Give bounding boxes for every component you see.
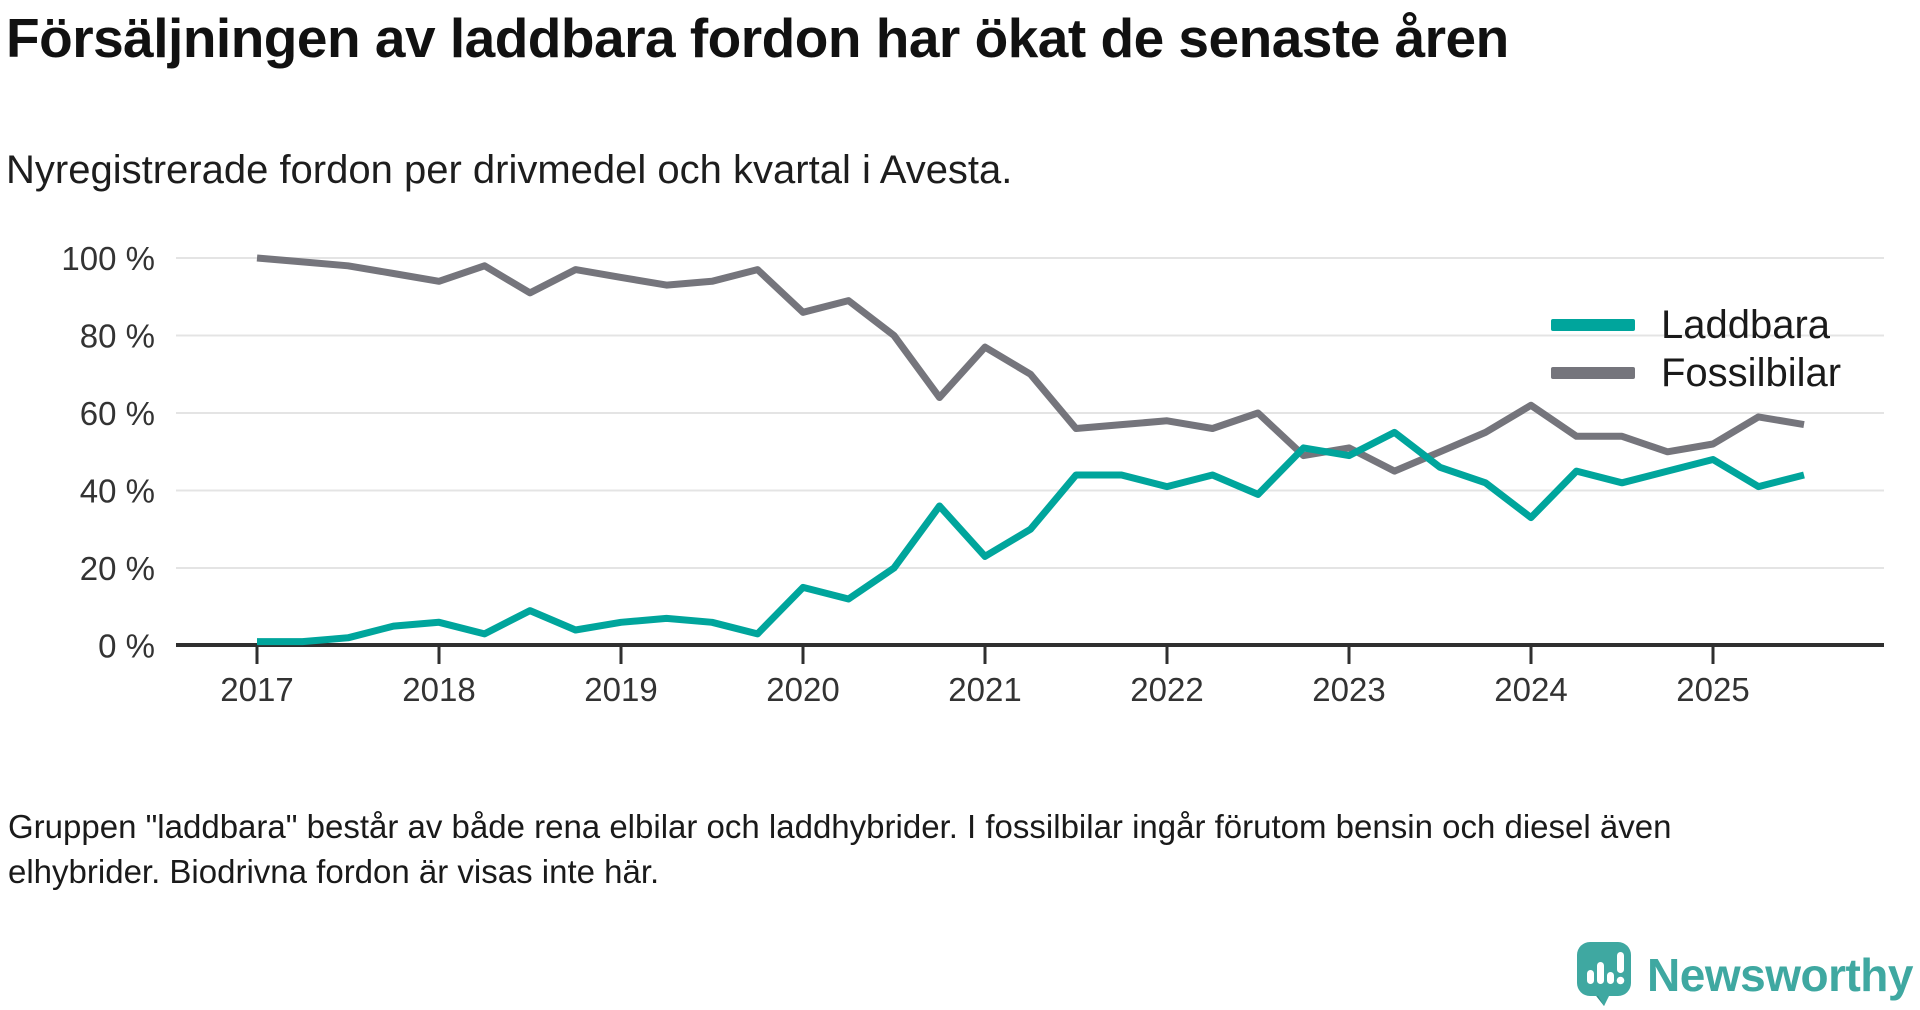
x-tick-label-2023: 2023	[1312, 671, 1385, 708]
chart-footnote: Gruppen "laddbara" består av både rena e…	[8, 804, 1848, 894]
x-tick-label-2021: 2021	[948, 671, 1021, 708]
series-line-fossilbilar	[256, 254, 1805, 475]
x-tick-label-2018: 2018	[402, 671, 475, 708]
legend-label: Fossilbilar	[1661, 350, 1842, 395]
newsworthy-speech-bubble-chart-icon	[1577, 942, 1632, 1006]
page-title: Försäljningen av laddbara fordon har öka…	[6, 7, 1509, 69]
y-tick-label-0: 0 %	[98, 628, 155, 665]
legend-item-fossilbilar: Fossilbilar	[1551, 349, 1841, 397]
series-line-laddbara	[257, 428, 1805, 646]
y-tick-label-100: 100 %	[61, 240, 155, 277]
footnote-line-2: elhybrider. Biodrivna fordon är visas in…	[8, 853, 660, 891]
x-tick-label-2022: 2022	[1130, 671, 1203, 708]
legend-item-laddbara: Laddbara	[1551, 301, 1841, 349]
y-tick-label-20: 20 %	[80, 550, 155, 587]
newsworthy-wordmark: Newsworthy	[1647, 949, 1913, 1001]
x-tick-label-2019: 2019	[584, 671, 657, 708]
x-tick-label-2024: 2024	[1494, 671, 1567, 708]
x-tick-label-2025: 2025	[1676, 671, 1749, 708]
page-subtitle: Nyregistrerade fordon per drivmedel och …	[6, 148, 1013, 192]
newsworthy-logo: Newsworthy	[1577, 942, 1913, 1008]
y-tick-label-80: 80 %	[80, 318, 155, 355]
chart-legend: Laddbara Fossilbilar	[1551, 301, 1841, 397]
laddbara-line-swatch	[1551, 319, 1635, 331]
footnote-line-1: Gruppen "laddbara" består av både rena e…	[8, 808, 1672, 845]
y-tick-label-40: 40 %	[80, 473, 155, 510]
y-tick-label-60: 60 %	[80, 395, 155, 432]
legend-label: Laddbara	[1661, 302, 1831, 347]
fossilbilar-line-swatch	[1551, 367, 1635, 379]
x-tick-label-2017: 2017	[220, 671, 293, 708]
x-tick-label-2020: 2020	[766, 671, 839, 708]
